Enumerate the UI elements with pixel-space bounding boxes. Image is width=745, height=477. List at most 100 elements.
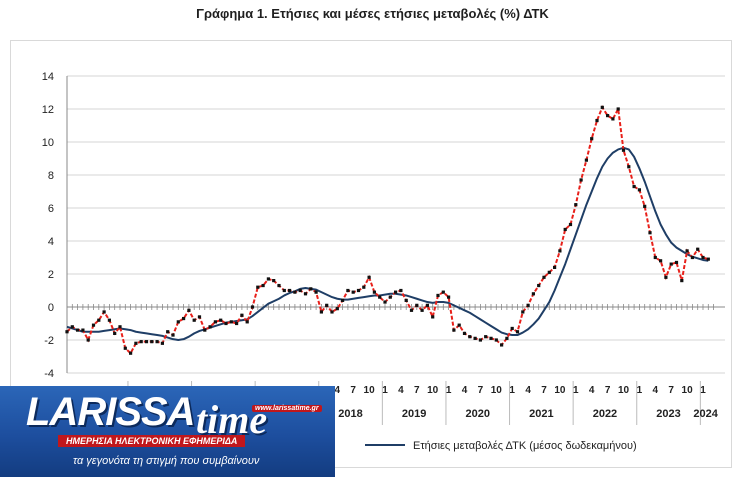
year-label: 2018 <box>338 408 362 420</box>
annual-series-point <box>341 298 345 302</box>
x-tick-label: 4 <box>398 385 404 396</box>
annual-series-point <box>425 303 429 307</box>
larissatime-logo: LARISSA time www.larissatime.gr ΗΜΕΡΗΣΙΑ… <box>0 386 335 477</box>
x-tick-label: 7 <box>605 385 611 396</box>
annual-series-point <box>690 255 694 260</box>
annual-series-point <box>171 333 175 337</box>
annual-series-point <box>272 279 276 283</box>
annual-series-point <box>462 331 467 335</box>
annual-series-point <box>568 222 573 227</box>
chart-frame <box>10 40 732 468</box>
annual-series-point <box>653 255 657 260</box>
annual-series-point <box>685 249 689 253</box>
annual-series-point <box>356 288 361 293</box>
annual-series-point <box>489 336 493 340</box>
annual-series-point <box>627 165 631 169</box>
annual-series-point <box>335 307 339 311</box>
annual-series-point <box>494 338 498 342</box>
annual-series-point <box>669 262 673 266</box>
annual-series-point <box>696 247 700 251</box>
annual-series-point <box>150 340 154 344</box>
x-tick-label: 10 <box>491 385 503 396</box>
annual-series-point <box>378 295 382 299</box>
x-tick-label: 4 <box>525 385 531 396</box>
annual-series-point <box>203 328 207 332</box>
annual-series-point <box>229 320 233 324</box>
annual-series-point <box>436 293 440 298</box>
annual-series-point <box>266 277 270 281</box>
x-tick-label: 10 <box>427 385 439 396</box>
x-tick-label: 1 <box>637 385 643 396</box>
annual-series-point <box>118 325 122 329</box>
year-label: 2023 <box>656 408 680 420</box>
annual-series-point <box>409 308 414 312</box>
annual-series-point <box>367 275 371 279</box>
annual-series-point <box>574 203 578 207</box>
annual-series-point <box>701 255 705 260</box>
year-label: 2019 <box>402 408 426 420</box>
annual-series-point <box>97 318 101 322</box>
annual-series-line <box>66 105 709 355</box>
average-series-line <box>66 146 709 341</box>
annual-series-point <box>187 308 191 312</box>
annual-series-point <box>325 303 329 307</box>
annual-series-point <box>680 279 684 283</box>
annual-series-point <box>86 338 90 342</box>
annual-series-point <box>362 285 366 289</box>
annual-series-point <box>144 340 149 344</box>
annual-series-point <box>76 328 80 332</box>
annual-series-point <box>526 303 530 307</box>
annual-series-point <box>240 313 244 317</box>
legend-label-average: Ετήσιες μεταβολές ΔΤΚ (μέσος δωδεκαμήνου… <box>413 440 637 452</box>
year-label: 2024 <box>693 408 718 420</box>
annual-series-point <box>616 107 620 111</box>
logo-brand-word: LARISSA <box>26 390 196 434</box>
x-tick-label: 4 <box>589 385 595 396</box>
annual-series-point <box>288 288 292 293</box>
legend: Ετήσιες μεταβολές ΔΤΚ (μέσος δωδεκαμήνου… <box>365 440 637 452</box>
y-tick-label: 4 <box>48 236 54 248</box>
annual-series-point <box>309 287 313 291</box>
annual-series-point <box>107 318 111 322</box>
annual-series-point <box>553 265 557 269</box>
annual-series-point <box>113 331 117 335</box>
annual-series-point <box>192 318 196 322</box>
annual-series-point <box>261 283 265 288</box>
annual-series-point <box>632 184 636 189</box>
annual-series-point <box>600 105 604 109</box>
annual-series-point <box>590 137 594 141</box>
year-label: 2020 <box>466 408 490 420</box>
annual-series-point <box>584 158 588 162</box>
annual-series-point <box>505 336 509 340</box>
annual-series-point <box>468 335 472 339</box>
annual-series-point <box>182 316 186 321</box>
axis-labels: -4-2024681012141471020141471020151471020… <box>42 71 719 420</box>
annual-series-point <box>547 270 551 274</box>
annual-series-point <box>563 227 567 232</box>
annual-series-point <box>478 338 482 342</box>
x-tick-label: 1 <box>382 385 388 396</box>
year-label: 2022 <box>593 408 617 420</box>
logo-url: www.larissatime.gr <box>252 405 322 412</box>
annual-series-point <box>160 341 164 345</box>
annual-series <box>65 105 710 355</box>
annual-series-point <box>298 288 302 293</box>
x-tick-label: 1 <box>573 385 579 396</box>
y-tick-label: -2 <box>44 335 54 347</box>
annual-series-point <box>91 323 96 327</box>
annual-series-point <box>277 283 281 288</box>
annual-series-point <box>197 315 202 319</box>
annual-series-point <box>643 204 647 208</box>
annual-series-point <box>510 326 514 331</box>
annual-series-point <box>537 283 541 288</box>
annual-series-point <box>542 275 546 279</box>
y-tick-label: 6 <box>48 203 54 215</box>
annual-series-point <box>383 300 387 304</box>
x-tick-label: 10 <box>682 385 694 396</box>
annual-series-point <box>431 315 435 319</box>
y-tick-label: 12 <box>42 104 54 116</box>
annual-series-point <box>155 340 159 344</box>
logo-slogan: τα γεγονότα τη στιγμή που συμβαίνουν <box>73 455 260 467</box>
annual-series-point <box>521 310 525 314</box>
annual-series-point <box>245 320 249 324</box>
